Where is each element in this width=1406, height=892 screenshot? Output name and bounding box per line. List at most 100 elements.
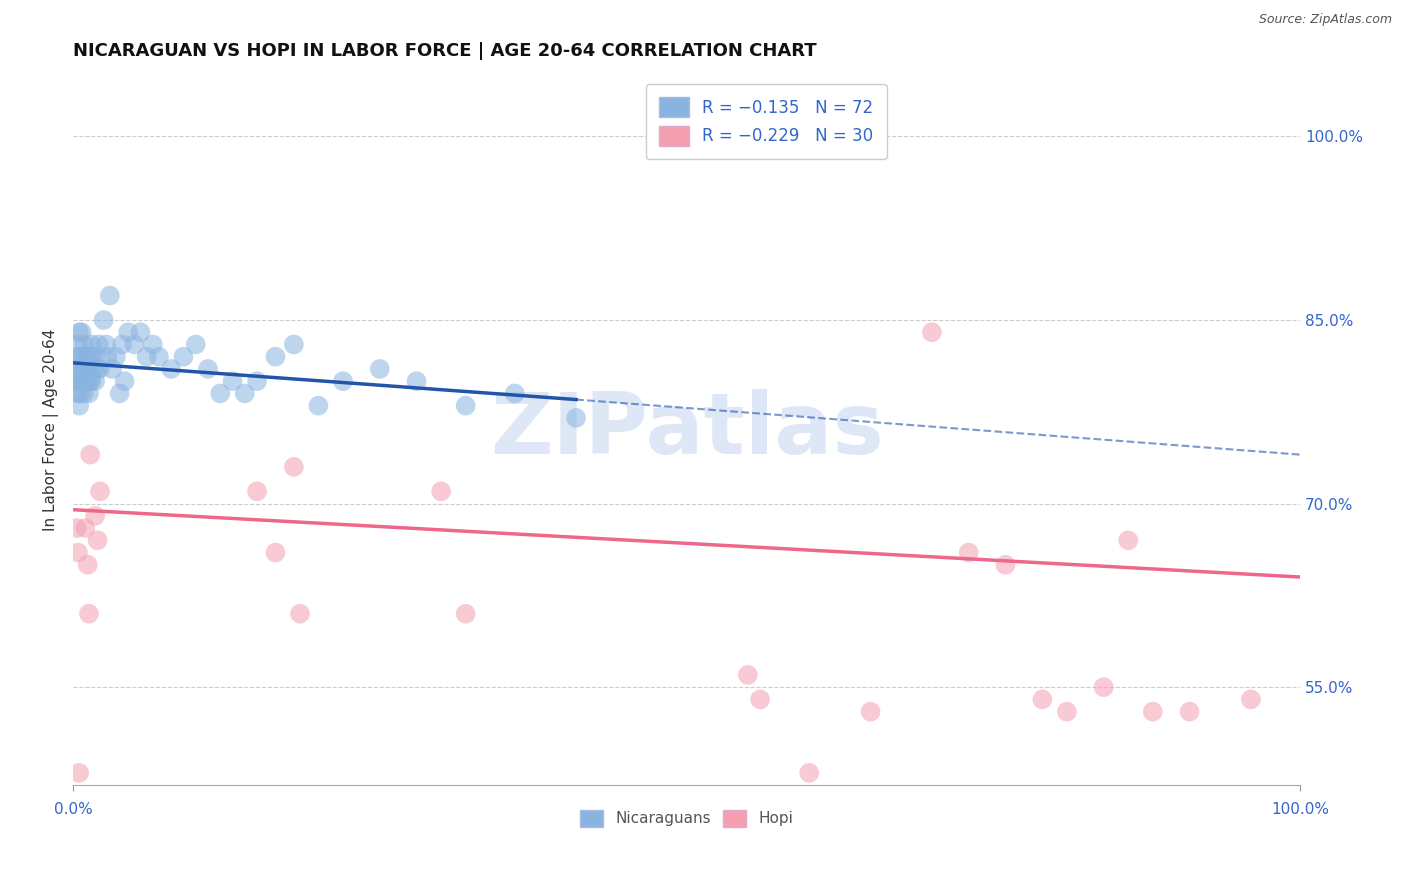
Point <box>75 374 97 388</box>
Text: NICARAGUAN VS HOPI IN LABOR FORCE | AGE 20-64 CORRELATION CHART: NICARAGUAN VS HOPI IN LABOR FORCE | AGE … <box>73 42 817 60</box>
Point <box>76 362 98 376</box>
Point <box>80 374 103 388</box>
Point <box>66 386 89 401</box>
Point <box>84 374 107 388</box>
Point <box>76 558 98 572</box>
Point <box>67 765 90 780</box>
Point <box>66 350 89 364</box>
Point <box>994 558 1017 572</box>
Point <box>749 692 772 706</box>
Point <box>83 362 105 376</box>
Point <box>76 374 98 388</box>
Point <box>72 350 94 364</box>
Point <box>93 313 115 327</box>
Point <box>96 350 118 364</box>
Point <box>66 337 89 351</box>
Point <box>94 337 117 351</box>
Point <box>66 362 89 376</box>
Point <box>69 386 91 401</box>
Point <box>454 399 477 413</box>
Point <box>114 374 136 388</box>
Point <box>503 386 526 401</box>
Point <box>67 374 90 388</box>
Point <box>221 374 243 388</box>
Point <box>1116 533 1139 548</box>
Point <box>69 362 91 376</box>
Point <box>1142 705 1164 719</box>
Point <box>82 350 104 364</box>
Point <box>283 337 305 351</box>
Point <box>1056 705 1078 719</box>
Point <box>98 288 121 302</box>
Point <box>172 350 194 364</box>
Point <box>1031 692 1053 706</box>
Point <box>75 362 97 376</box>
Point <box>77 607 100 621</box>
Point <box>86 533 108 548</box>
Point <box>921 325 943 339</box>
Point <box>129 325 152 339</box>
Point <box>86 362 108 376</box>
Point <box>246 374 269 388</box>
Point <box>89 362 111 376</box>
Point <box>108 386 131 401</box>
Point <box>69 350 91 364</box>
Point <box>332 374 354 388</box>
Y-axis label: In Labor Force | Age 20-64: In Labor Force | Age 20-64 <box>44 329 59 532</box>
Point <box>184 337 207 351</box>
Point <box>135 350 157 364</box>
Point <box>1092 680 1115 694</box>
Point <box>430 484 453 499</box>
Point <box>264 350 287 364</box>
Point <box>405 374 427 388</box>
Point <box>859 705 882 719</box>
Point <box>148 350 170 364</box>
Point <box>111 337 134 351</box>
Point <box>73 337 96 351</box>
Point <box>160 362 183 376</box>
Point <box>307 399 329 413</box>
Point <box>246 484 269 499</box>
Point <box>75 521 97 535</box>
Point <box>73 362 96 376</box>
Point <box>737 668 759 682</box>
Point <box>66 545 89 559</box>
Point <box>368 362 391 376</box>
Point <box>70 362 93 376</box>
Point <box>67 325 90 339</box>
Point <box>233 386 256 401</box>
Point <box>142 337 165 351</box>
Point <box>66 521 89 535</box>
Point <box>80 337 103 351</box>
Point <box>84 508 107 523</box>
Point <box>565 411 588 425</box>
Point <box>72 374 94 388</box>
Point <box>288 607 311 621</box>
Point <box>957 545 980 559</box>
Point <box>70 325 93 339</box>
Point <box>264 545 287 559</box>
Point <box>73 386 96 401</box>
Point <box>87 337 110 351</box>
Point <box>197 362 219 376</box>
Text: ZIPatlas: ZIPatlas <box>489 389 883 472</box>
Point <box>104 350 127 364</box>
Point <box>101 362 124 376</box>
Point <box>76 350 98 364</box>
Point <box>454 607 477 621</box>
Point <box>79 374 101 388</box>
Point <box>799 765 821 780</box>
Point <box>66 374 89 388</box>
Point <box>79 350 101 364</box>
Point <box>1178 705 1201 719</box>
Text: Source: ZipAtlas.com: Source: ZipAtlas.com <box>1258 13 1392 27</box>
Point <box>73 374 96 388</box>
Point <box>75 350 97 364</box>
Point <box>76 374 98 388</box>
Point <box>283 459 305 474</box>
Point <box>86 350 108 364</box>
Point <box>209 386 232 401</box>
Point <box>79 448 101 462</box>
Point <box>77 386 100 401</box>
Point <box>124 337 146 351</box>
